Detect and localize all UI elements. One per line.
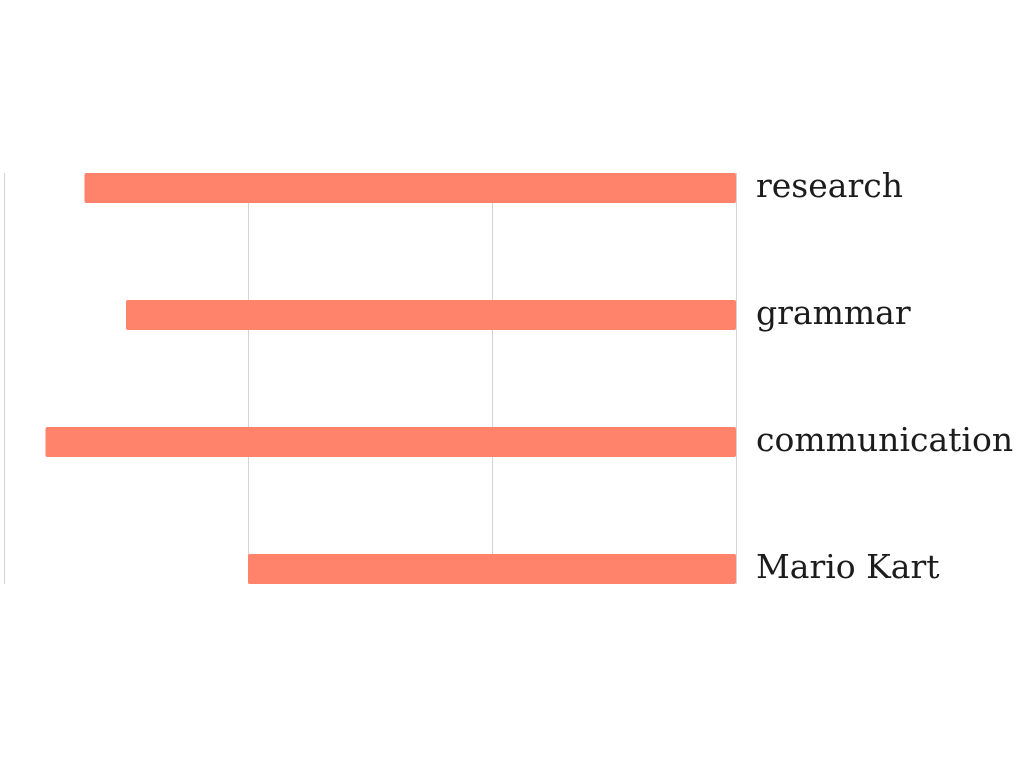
category-label-research: research bbox=[756, 166, 903, 205]
bar-grammar[interactable] bbox=[126, 300, 736, 330]
category-labels: research grammar communication Mario Kart bbox=[756, 166, 1013, 586]
bars bbox=[45, 173, 737, 584]
bar-research[interactable] bbox=[84, 173, 736, 203]
bar-communication[interactable] bbox=[45, 427, 737, 457]
bar-mario-kart[interactable] bbox=[248, 554, 736, 584]
grid-lines bbox=[4, 173, 737, 584]
category-label-communication: communication bbox=[756, 420, 1013, 459]
category-label-grammar: grammar bbox=[756, 293, 911, 332]
category-label-mario-kart: Mario Kart bbox=[756, 547, 940, 586]
